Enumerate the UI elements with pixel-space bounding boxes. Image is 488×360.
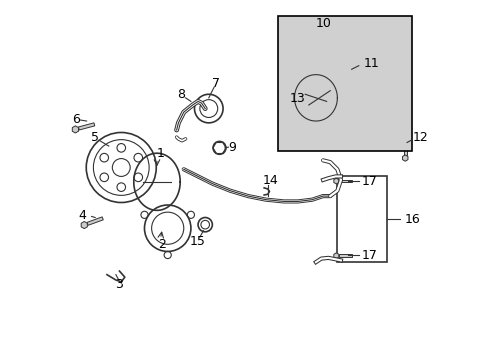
Polygon shape (292, 83, 303, 91)
Polygon shape (333, 253, 338, 258)
FancyBboxPatch shape (278, 16, 411, 152)
Text: 10: 10 (315, 17, 331, 30)
Text: 9: 9 (228, 141, 236, 154)
Text: 8: 8 (177, 89, 184, 102)
Polygon shape (72, 126, 79, 133)
Polygon shape (403, 141, 406, 155)
Polygon shape (87, 217, 103, 225)
Polygon shape (374, 78, 386, 82)
Polygon shape (288, 89, 292, 94)
Text: 13: 13 (289, 92, 305, 105)
Polygon shape (366, 103, 370, 108)
Text: 4: 4 (79, 209, 86, 222)
Text: 11: 11 (364, 57, 379, 71)
Polygon shape (370, 105, 382, 112)
Text: 15: 15 (190, 235, 205, 248)
Text: 14: 14 (262, 174, 278, 186)
Text: 3: 3 (115, 278, 122, 291)
Polygon shape (339, 255, 351, 257)
Text: 17: 17 (361, 175, 377, 188)
Polygon shape (333, 178, 338, 184)
Polygon shape (402, 155, 407, 161)
Bar (337, 176, 386, 262)
Text: 6: 6 (72, 113, 80, 126)
Circle shape (144, 205, 190, 251)
Text: 5: 5 (91, 131, 99, 144)
Text: 1: 1 (156, 147, 164, 160)
Text: 16: 16 (404, 213, 419, 226)
Polygon shape (78, 123, 95, 130)
Polygon shape (81, 221, 87, 229)
Text: 7: 7 (211, 77, 220, 90)
Text: 12: 12 (412, 131, 428, 144)
Polygon shape (369, 79, 373, 84)
Text: 17: 17 (361, 248, 377, 261)
Polygon shape (339, 180, 351, 182)
Text: 2: 2 (158, 238, 166, 251)
